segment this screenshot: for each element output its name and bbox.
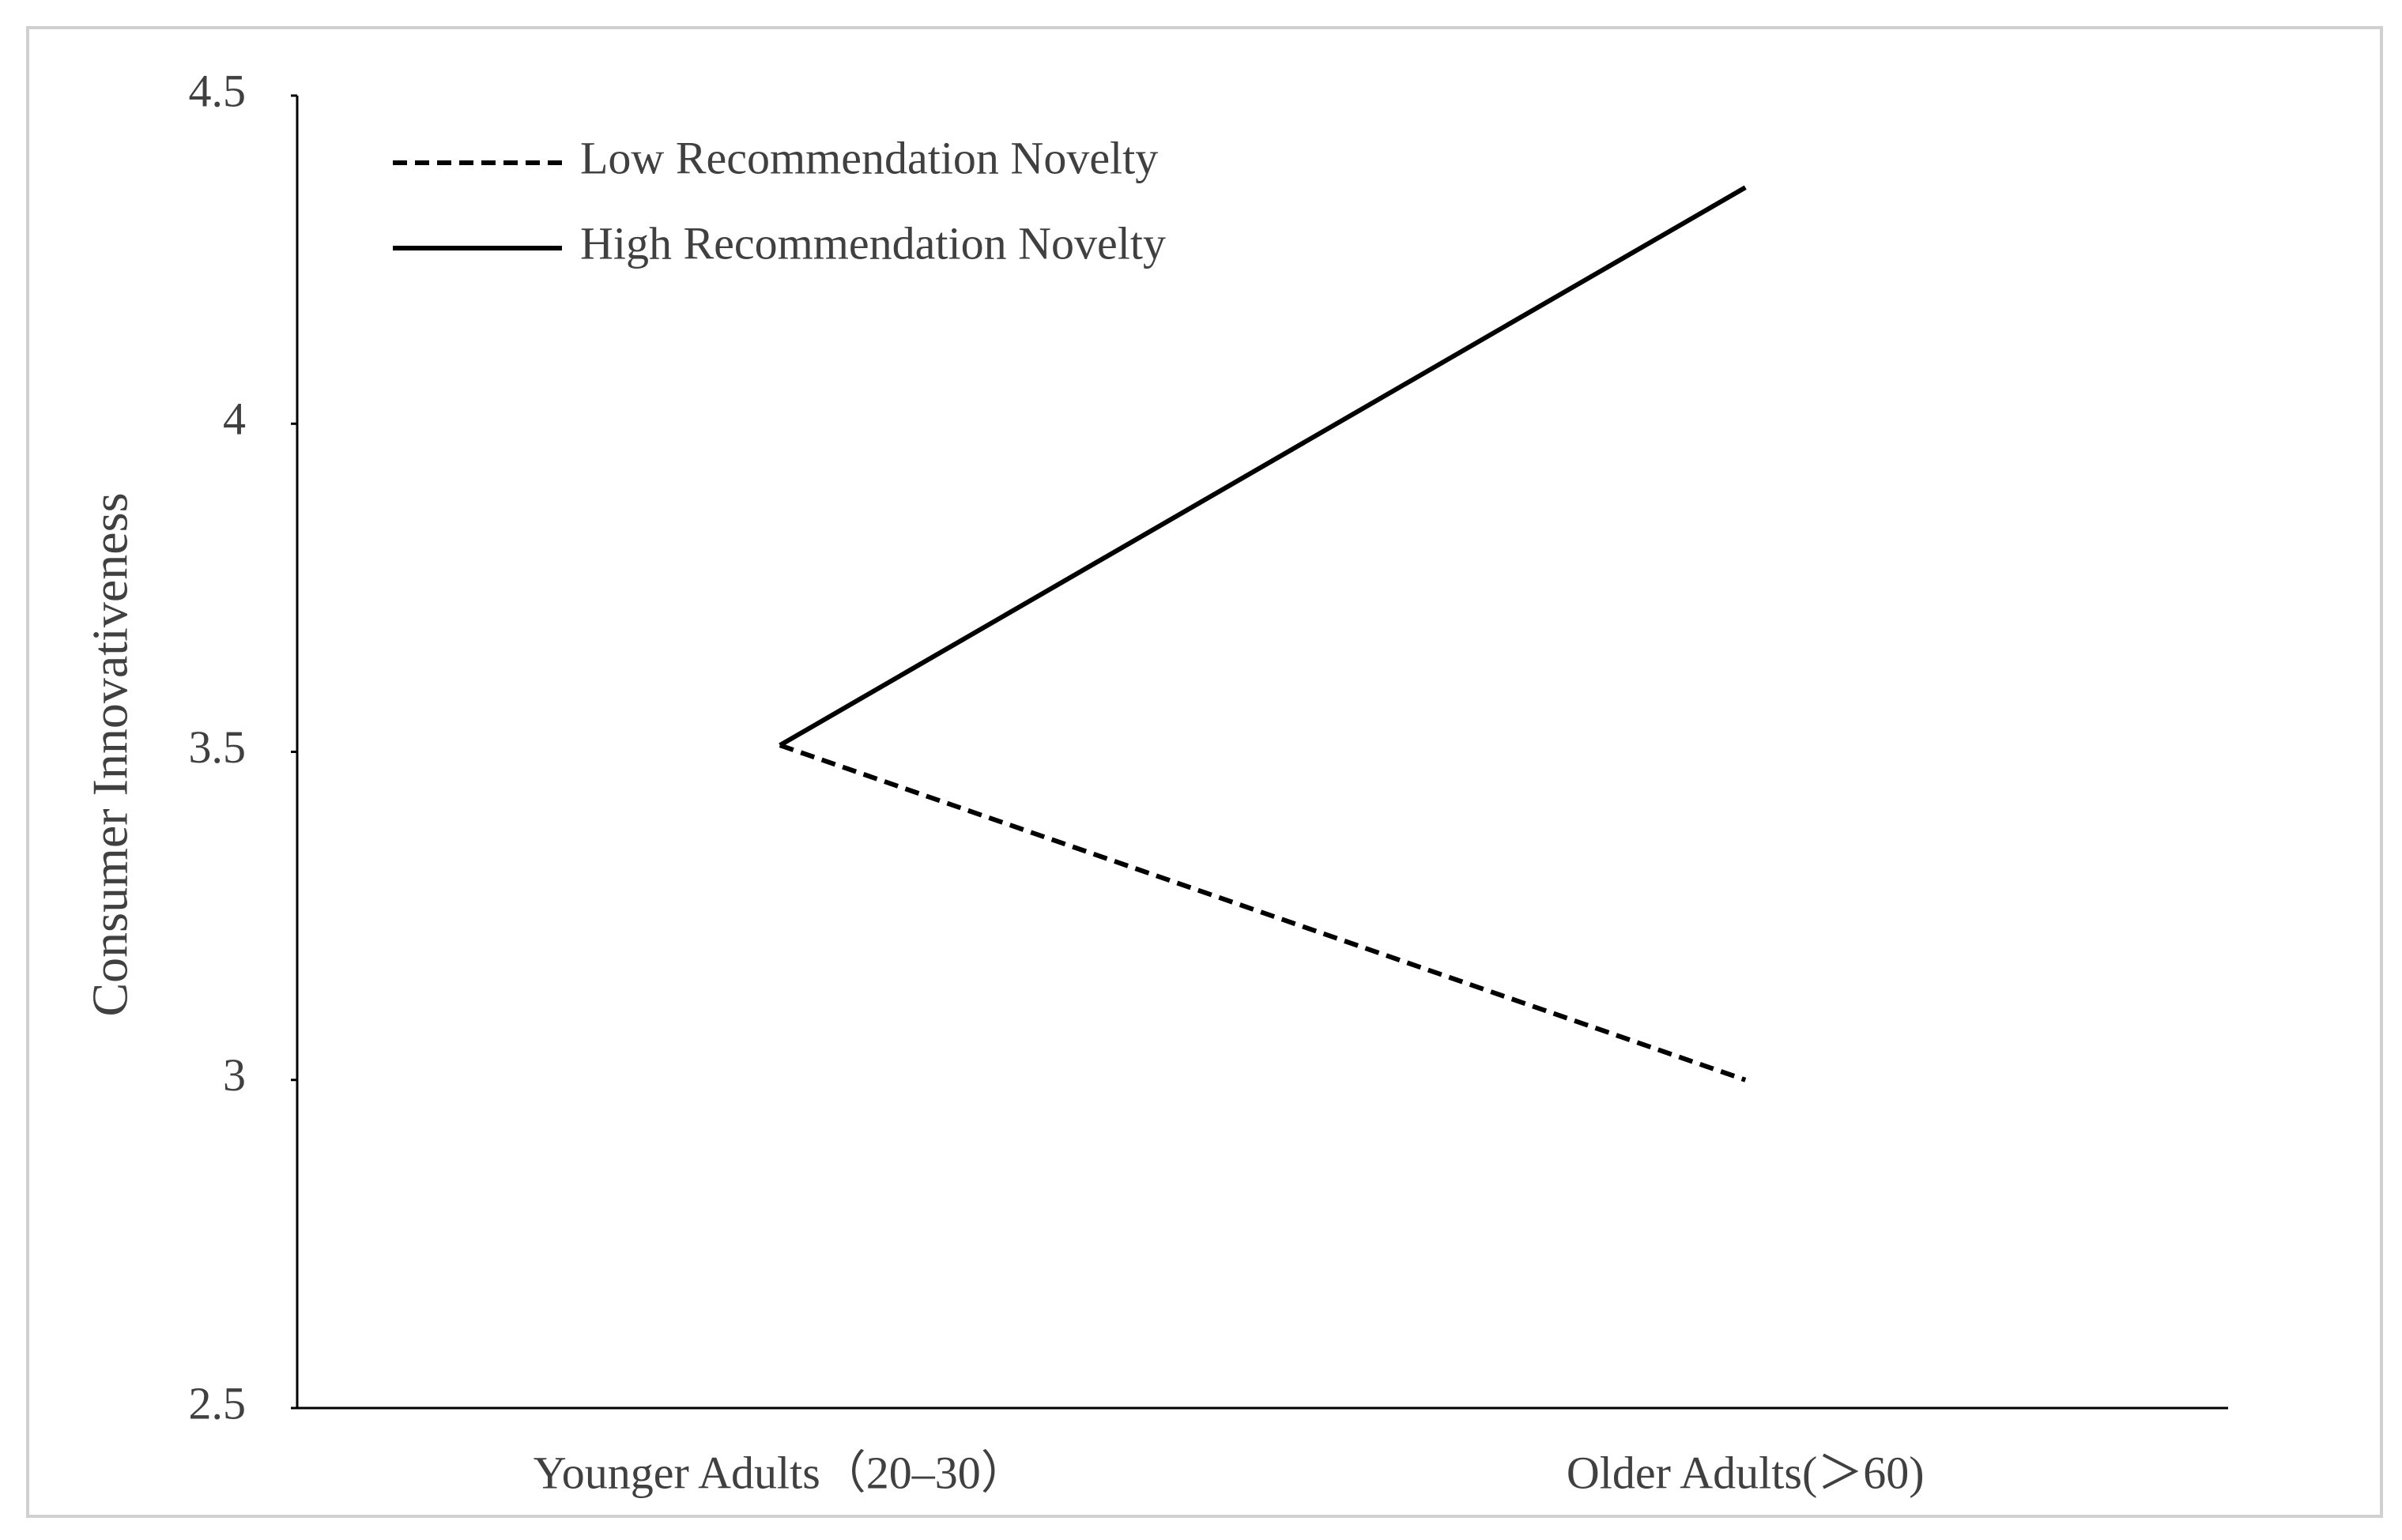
chart-frame — [26, 26, 2383, 1518]
legend-label: Low Recommendation Novelty — [580, 132, 1158, 183]
x-tick-label: Older Adults(＞60) — [1567, 1447, 1925, 1498]
series-line — [779, 185, 1747, 747]
y-tick-label: 3 — [223, 1049, 246, 1101]
series-line — [779, 743, 1747, 1083]
y-tick-label: 3.5 — [189, 721, 247, 773]
legend-label: High Recommendation Novelty — [580, 217, 1166, 269]
y-tick-label: 4 — [223, 393, 246, 445]
x-tick-label: Younger Adults（20–30） — [534, 1447, 1027, 1498]
y-tick-label: 4.5 — [189, 65, 247, 116]
y-tick-label: 2.5 — [189, 1377, 247, 1429]
y-axis-label: Consumer Innovativeness — [82, 493, 138, 1017]
